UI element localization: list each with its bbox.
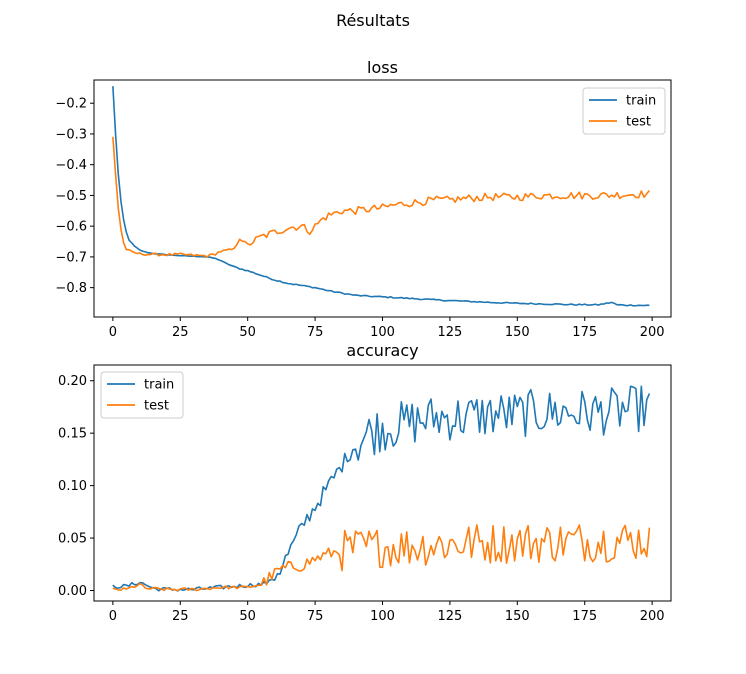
accuracy-plot-frame: [93, 364, 672, 602]
x-tick-label: 75: [307, 609, 324, 624]
x-tick-label: 175: [572, 325, 597, 340]
y-tick-label: −0.2: [55, 97, 87, 112]
legend-label-train: train: [626, 94, 656, 109]
y-tick-label: 0.15: [58, 427, 87, 442]
y-tick-label: 0.00: [58, 584, 87, 599]
x-tick-label: 0: [109, 325, 117, 340]
accuracy-subplot: accuracy 0 25 50 75 100 125 150 175 2000.000.050…: [58, 341, 672, 624]
x-tick-label: 125: [437, 325, 462, 340]
x-tick-label: 150: [505, 325, 530, 340]
loss-ticks: 0 25 50 75 100 125 150 175 200 −0.8 −0.7 −0.6 −0.5 −0…: [55, 97, 664, 340]
x-tick-label: 100: [370, 325, 395, 340]
y-tick-label: −0.4: [55, 158, 87, 173]
x-tick-label: 25: [172, 609, 189, 624]
x-tick-label: 100: [370, 609, 395, 624]
accuracy-lines: [112, 385, 651, 592]
y-tick-label: 0.20: [58, 374, 87, 389]
x-tick-label: 200: [640, 325, 665, 340]
loss-title: loss: [367, 58, 398, 77]
y-tick-label: −0.3: [55, 127, 87, 142]
series-line-test: [112, 524, 651, 592]
series-line-test: [112, 136, 651, 258]
y-tick-label: −0.7: [55, 250, 87, 265]
x-tick-label: 200: [640, 609, 665, 624]
y-tick-label: −0.8: [55, 281, 87, 296]
series-line-train: [112, 385, 651, 592]
y-tick-label: 0.05: [58, 532, 87, 547]
y-tick-label: −0.6: [55, 220, 87, 235]
loss-lines: [112, 86, 651, 307]
loss-legend: train test: [582, 87, 666, 135]
legend-label-train: train: [144, 378, 174, 393]
accuracy-title: accuracy: [346, 341, 418, 360]
y-tick-label: 0.10: [58, 479, 87, 494]
x-tick-label: 50: [239, 325, 256, 340]
x-tick-label: 50: [239, 609, 256, 624]
x-tick-label: 75: [307, 325, 324, 340]
loss-plot-frame: [93, 79, 672, 318]
y-tick-label: −0.5: [55, 189, 87, 204]
series-line-train: [112, 86, 650, 307]
accuracy-ticks: 0 25 50 75 100 125 150 175 200 0.00 0.05 0.10 0.15 0.…: [58, 374, 664, 624]
x-tick-label: 25: [172, 325, 189, 340]
x-tick-label: 125: [437, 609, 462, 624]
x-tick-label: 175: [572, 609, 597, 624]
figure-suptitle: Résultats: [336, 11, 410, 30]
legend-label-test: test: [626, 115, 651, 130]
x-tick-label: 150: [505, 609, 530, 624]
loss-subplot: loss 0 25 50 75 100 125 150 175 200 −0.8 −0.7 −0.6 −…: [55, 58, 672, 340]
legend-label-test: test: [144, 399, 169, 414]
x-tick-label: 0: [109, 609, 117, 624]
accuracy-legend: train test: [100, 371, 184, 419]
